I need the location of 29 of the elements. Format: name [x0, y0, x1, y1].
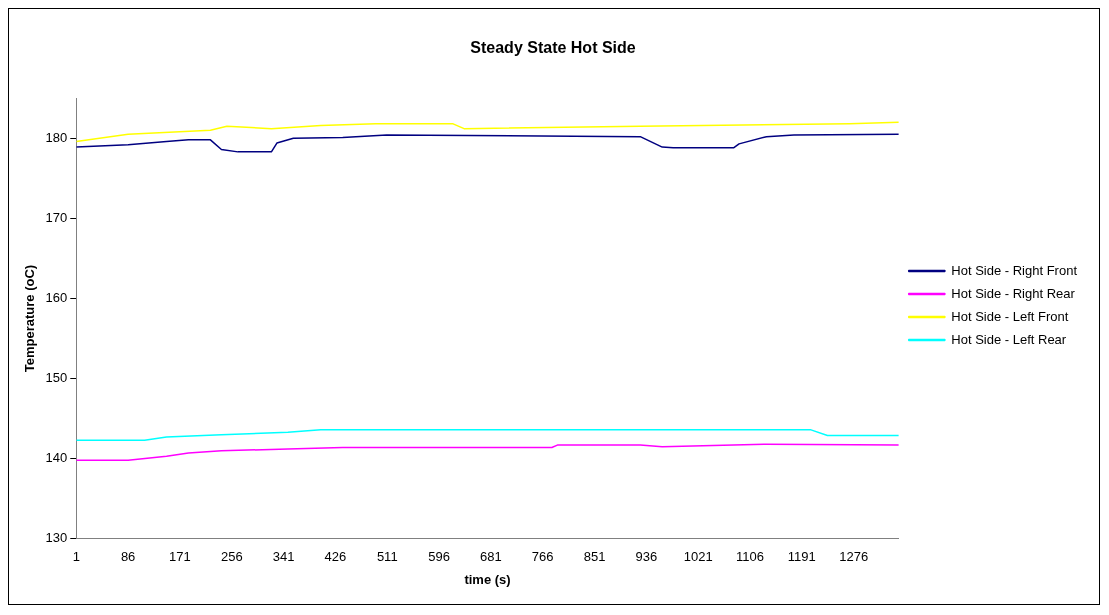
y-tick-label: 160	[45, 290, 68, 306]
legend-label: Hot Side - Right Front	[951, 262, 1078, 278]
y-tick-label: 170	[45, 209, 68, 225]
x-tick-label: 1106	[736, 549, 764, 565]
chart-title: Steady State Hot Side	[470, 39, 636, 57]
x-tick-label: 86	[120, 549, 136, 565]
x-tick-label: 511	[376, 549, 398, 565]
x-tick-label: 1	[72, 549, 80, 565]
x-tick-label: 426	[324, 549, 347, 565]
x-tick-label: 596	[428, 549, 450, 565]
x-tick-label: 681	[480, 549, 502, 565]
y-tick-label: 140	[45, 450, 68, 466]
y-tick-label: 180	[45, 129, 68, 145]
x-tick-label: 256	[220, 549, 243, 565]
x-tick-label: 936	[635, 549, 658, 565]
x-tick-label: 1021	[683, 549, 713, 565]
x-tick-label: 1191	[787, 549, 816, 565]
x-tick-label: 171	[169, 549, 191, 565]
x-axis-title: time (s)	[464, 571, 511, 587]
x-tick-label: 341	[272, 549, 295, 565]
legend-label: Hot Side - Left Rear	[951, 331, 1067, 347]
x-tick-label: 851	[583, 549, 606, 565]
legend-label: Hot Side - Right Rear	[951, 285, 1076, 301]
legend-label: Hot Side - Left Front	[951, 308, 1069, 324]
y-axis-title: Temperature (oC)	[22, 264, 38, 373]
y-tick-label: 130	[45, 530, 68, 546]
y-tick-label: 150	[45, 370, 68, 386]
x-tick-label: 766	[531, 549, 554, 565]
x-tick-label: 1276	[839, 549, 869, 565]
